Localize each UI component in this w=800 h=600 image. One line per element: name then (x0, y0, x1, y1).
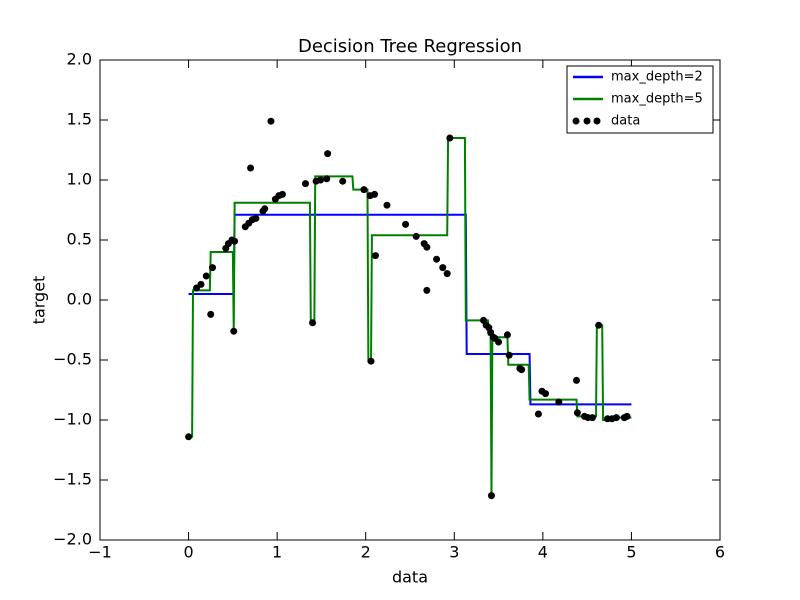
y-tick-label: −0.5 (53, 350, 92, 369)
data-point (573, 376, 581, 384)
data-point (202, 272, 210, 280)
x-tick-label: 3 (449, 543, 459, 562)
y-tick-label: 2.0 (67, 50, 92, 69)
data-point (208, 264, 216, 272)
data-point (542, 390, 550, 398)
x-tick-label: 2 (361, 543, 371, 562)
data-point (612, 414, 620, 422)
data-point (534, 410, 542, 418)
y-tick-label: 1.0 (67, 170, 92, 189)
data-point (185, 433, 193, 441)
x-tick-label: 5 (626, 543, 636, 562)
y-tick-label: −2.0 (53, 530, 92, 549)
series-line (188, 213, 632, 406)
x-tick-label: 0 (183, 543, 193, 562)
x-tick-label: 4 (538, 543, 548, 562)
data-point (247, 164, 255, 172)
x-tick-label: 1 (272, 543, 282, 562)
data-point (301, 180, 309, 188)
series-line (188, 137, 632, 496)
data-point (324, 150, 332, 158)
data-point (487, 492, 495, 500)
data-point (231, 237, 239, 245)
data-point (446, 134, 454, 142)
data-point (309, 319, 317, 327)
y-tick-label: 1.5 (67, 110, 92, 129)
data-point (573, 409, 581, 417)
data-point (595, 321, 603, 329)
data-point (495, 338, 503, 346)
data-point (371, 190, 379, 198)
y-tick-label: −1.0 (53, 410, 92, 429)
y-tick-label: 0.0 (67, 290, 92, 309)
data-point (230, 327, 238, 335)
legend-swatch (572, 117, 580, 125)
data-point (505, 351, 513, 359)
legend-swatch (593, 117, 601, 125)
data-point (443, 270, 451, 278)
data-point (317, 176, 325, 184)
data-point (339, 177, 347, 185)
data-point (323, 175, 331, 183)
y-tick-label: 0.5 (67, 230, 92, 249)
chart-title: Decision Tree Regression (298, 36, 522, 57)
x-tick-label: 6 (715, 543, 725, 562)
data-point (439, 264, 447, 272)
data-point (252, 214, 260, 222)
data-point (588, 414, 596, 422)
data-point (367, 357, 375, 365)
y-tick-label: −1.5 (53, 470, 92, 489)
legend-swatch (583, 117, 591, 125)
data-point (402, 220, 410, 228)
data-point (267, 117, 275, 125)
data-point (555, 398, 563, 406)
data-point (623, 412, 631, 420)
x-axis-label: data (392, 568, 428, 587)
legend-label: max_depth=5 (611, 92, 703, 107)
legend-label: max_depth=2 (611, 70, 703, 85)
data-point (433, 255, 441, 263)
data-point (383, 201, 391, 209)
data-point (412, 232, 420, 240)
data-point (518, 366, 526, 374)
data-point (503, 331, 511, 339)
plot-frame (99, 59, 721, 541)
data-point (360, 186, 368, 194)
x-tick-label: −1 (88, 543, 112, 562)
data-point (423, 243, 431, 251)
y-axis-label: target (30, 276, 49, 325)
data-point (423, 286, 431, 294)
data-point (261, 205, 269, 213)
legend-label: data (611, 114, 640, 129)
data-point (197, 280, 205, 288)
data-point (278, 190, 286, 198)
data-point (371, 252, 379, 260)
data-point (207, 310, 215, 318)
